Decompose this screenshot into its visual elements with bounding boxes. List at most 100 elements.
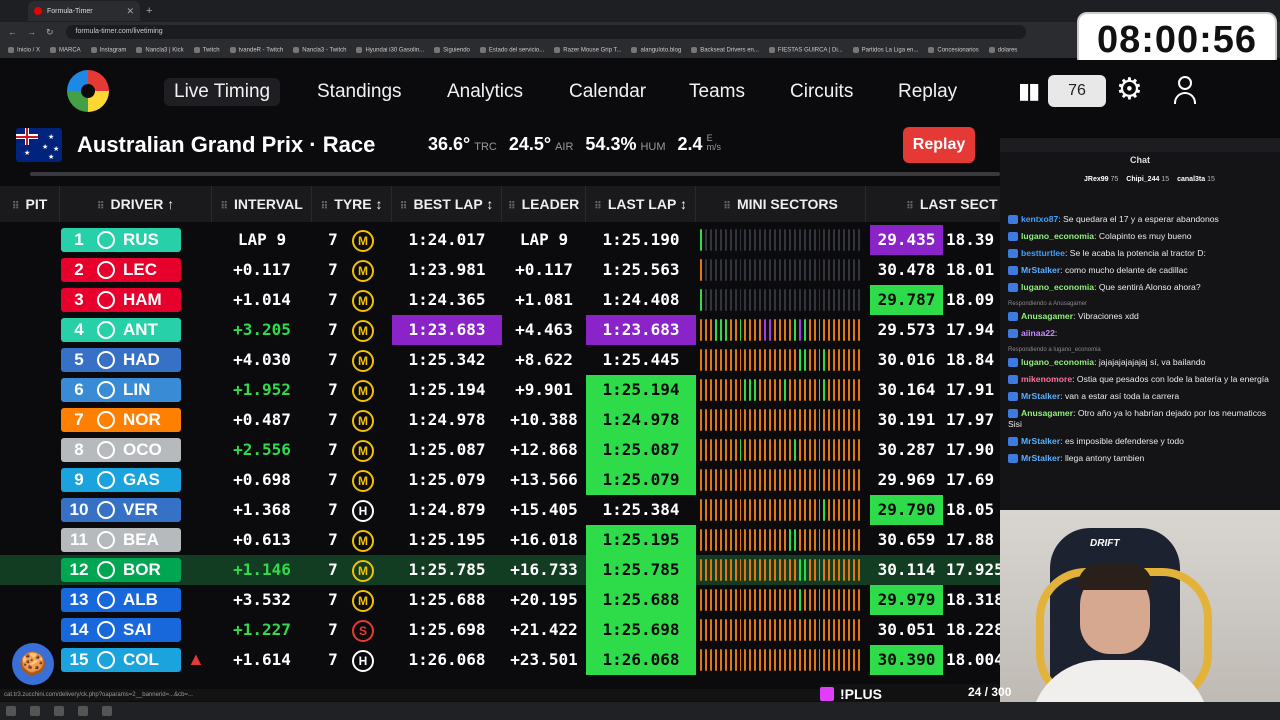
driver-badge[interactable]: 3 HAM [61,288,181,312]
bookmark-item[interactable]: Inicio / X [8,47,40,53]
col-mini-sectors[interactable]: ⠿ MINI SECTORS [696,186,866,222]
taskbar-app-icon[interactable] [54,706,64,716]
table-row[interactable]: 5 HAD +4.030 7 M 1:25.342 +8.622 1:25.445 30.016… [0,345,1000,375]
start-icon[interactable] [6,706,16,716]
driver-badge[interactable]: 1 RUS [61,228,181,252]
chat-message[interactable]: MrStalker: como mucho delante de cadilla… [1008,265,1276,276]
forward-icon[interactable]: → [27,26,36,37]
table-row[interactable]: 3 HAM +1.014 7 M 1:24.365 +1.081 1:24.408 29.787… [0,285,1000,315]
table-row[interactable]: 7 NOR +0.487 7 M 1:24.978 +10.388 1:24.978 30.19… [0,405,1000,435]
table-row[interactable]: 14 SAI +1.227 7 S 1:25.698 +21.422 1:25.698 30.0… [0,615,1000,645]
bookmark-item[interactable]: Twitch [194,47,220,53]
driver-badge[interactable]: 8 OCO [61,438,181,462]
chat-username[interactable]: aiinaa22 [1021,328,1055,338]
pause-icon[interactable]: ▮▮ [1018,78,1040,103]
replay-button[interactable]: Replay [903,127,975,163]
bookmark-item[interactable]: Backseat Drivers en... [691,47,759,53]
driver-badge[interactable]: 15 COL [61,648,181,672]
bookmark-item[interactable]: tvandeR - Twitch [230,47,284,53]
nav-teams[interactable]: Teams [689,81,745,102]
taskbar-app-icon[interactable] [78,706,88,716]
col-interval[interactable]: ⠿ INTERVAL [212,186,312,222]
chat-username[interactable]: lugano_economia [1021,231,1095,241]
taskbar-app-icon[interactable] [102,706,112,716]
table-row[interactable]: 2 LEC +0.117 7 M 1:23.981 +0.117 1:25.563 30.478… [0,255,1000,285]
nav-analytics[interactable]: Analytics [447,81,524,102]
chat-message[interactable]: aiinaa22: [1008,328,1276,339]
table-row[interactable]: 15 COL ▲ +1.614 7 H 1:26.068 +23.501 1:26.068 30.… [0,645,1000,675]
chat-username[interactable]: lugano_economia [1021,282,1095,292]
url-field[interactable]: formula-timer.com/livetiming [65,25,1026,39]
chat-username[interactable]: Anusagamer [1021,311,1074,321]
horizontal-scrollbar[interactable] [30,172,1000,176]
driver-badge[interactable]: 2 LEC [61,258,181,282]
cookie-settings-button[interactable]: 🍪 [12,643,54,685]
chat-message[interactable]: mikenomore: Ostia que pesados con lode l… [1008,374,1276,385]
col-last-sectors[interactable]: ⠿ LAST SECT [906,196,998,212]
chat-message[interactable]: Anusagamer: Otro año ya lo habrían dejad… [1008,408,1267,429]
driver-badge[interactable]: 10 VER [61,498,181,522]
table-row[interactable]: 11 BEA +0.613 7 M 1:25.195 +16.018 1:25.195 30.6… [0,525,1000,555]
chat-message[interactable]: bestturtlee: Se le acaba la potencia al … [1008,248,1276,259]
chat-message[interactable]: MrStalker: es imposible defenderse y tod… [1008,436,1276,447]
bookmark-item[interactable]: Razer Mouse Grip T... [554,47,621,53]
bookmark-item[interactable]: Partidos La Liga en... [853,47,919,53]
new-tab-icon[interactable]: + [146,5,153,17]
table-row[interactable]: 10 VER +1.368 7 H 1:24.879 +15.405 1:25.384 29.7… [0,495,1000,525]
bookmark-item[interactable]: dolares [989,47,1018,53]
bookmark-item[interactable]: Instagram [91,47,127,53]
chat-username[interactable]: bestturtlee [1021,248,1065,258]
chat-username[interactable]: kentxo87 [1021,214,1059,224]
col-driver[interactable]: ⠿ DRIVER ↑ [60,186,212,222]
nav-standings[interactable]: Standings [317,81,402,102]
chat-message[interactable]: kentxo87: Se quedara el 17 y a esperar a… [1008,214,1276,225]
col-best-lap[interactable]: ⠿ BEST LAP ↕ [392,186,502,222]
nav-live-timing[interactable]: Live Timing [164,78,281,106]
gear-icon[interactable]: ⚙ [1116,73,1143,106]
col-leader[interactable]: ⠿ LEADER [502,186,586,222]
table-row[interactable]: 12 BOR +1.146 7 M 1:25.785 +16.733 1:25.785 30.1… [0,555,1000,585]
bookmark-item[interactable]: Siguiendo [434,47,470,53]
app-logo[interactable] [67,70,109,112]
col-pit[interactable]: ⠿ PIT [0,186,60,222]
chat-message[interactable]: Respondiendo a lugano_economia lugano_eco… [1008,345,1276,368]
chat-username[interactable]: mikenomore [1021,374,1073,384]
nav-replay[interactable]: Replay [898,81,958,102]
chat-username[interactable]: MrStalker [1021,391,1061,401]
bookmark-item[interactable]: Hyundai i30 Gasolin... [356,47,424,53]
bookmark-item[interactable]: alanguloto.blog [631,47,681,53]
taskbar-app-icon[interactable] [30,706,40,716]
driver-badge[interactable]: 12 BOR [61,558,181,582]
bookmark-item[interactable]: Concesionarios [928,47,978,53]
chat-message[interactable]: lugano_economia: Colapinto es muy bueno [1008,231,1276,242]
bookmark-item[interactable]: Estado del servicio... [480,47,544,53]
user-icon[interactable] [1172,74,1198,104]
nav-circuits[interactable]: Circuits [790,81,854,102]
chat-username[interactable]: lugano_economia [1021,357,1095,367]
col-tyre[interactable]: ⠿ TYRE ↕ [312,186,392,222]
chat-message[interactable]: Respondiendo a Anusagamer Anusagamer: Vib… [1008,299,1276,322]
back-icon[interactable]: ← [8,26,17,37]
browser-tab[interactable]: Formula-Timer ✕ [28,1,140,21]
table-row[interactable]: 13 ALB +3.532 7 M 1:25.688 +20.195 1:25.688 29.9… [0,585,1000,615]
bookmark-item[interactable]: MARCA [50,47,81,53]
chat-username[interactable]: MrStalker [1021,436,1061,446]
table-row[interactable]: 6 LIN +1.952 7 M 1:25.194 +9.901 1:25.194 30.164… [0,375,1000,405]
driver-badge[interactable]: 7 NOR [61,408,181,432]
nav-calendar[interactable]: Calendar [569,81,647,102]
bookmark-item[interactable]: Nancla3 - Twitch [293,47,346,53]
reload-icon[interactable]: ↻ [46,26,54,37]
chat-message[interactable]: lugano_economia: Que sentirá Alonso ahor… [1008,282,1276,293]
chat-username[interactable]: MrStalker [1021,453,1061,463]
driver-badge[interactable]: 5 HAD [61,348,181,372]
delay-counter[interactable]: 76 [1048,75,1106,107]
close-tab-icon[interactable]: ✕ [126,5,134,16]
bookmark-item[interactable]: FIESTAS GUIRCA | Di... [769,47,843,53]
bookmark-item[interactable]: Nancla3 | Kick [136,47,183,53]
driver-badge[interactable]: 4 ANT [61,318,181,342]
chat-username[interactable]: Anusagamer [1021,408,1074,418]
chat-username[interactable]: MrStalker [1021,265,1061,275]
driver-badge[interactable]: 9 GAS [61,468,181,492]
table-row[interactable]: 8 OCO +2.556 7 M 1:25.087 +12.868 1:25.087 30.28… [0,435,1000,465]
driver-badge[interactable]: 11 BEA [61,528,181,552]
